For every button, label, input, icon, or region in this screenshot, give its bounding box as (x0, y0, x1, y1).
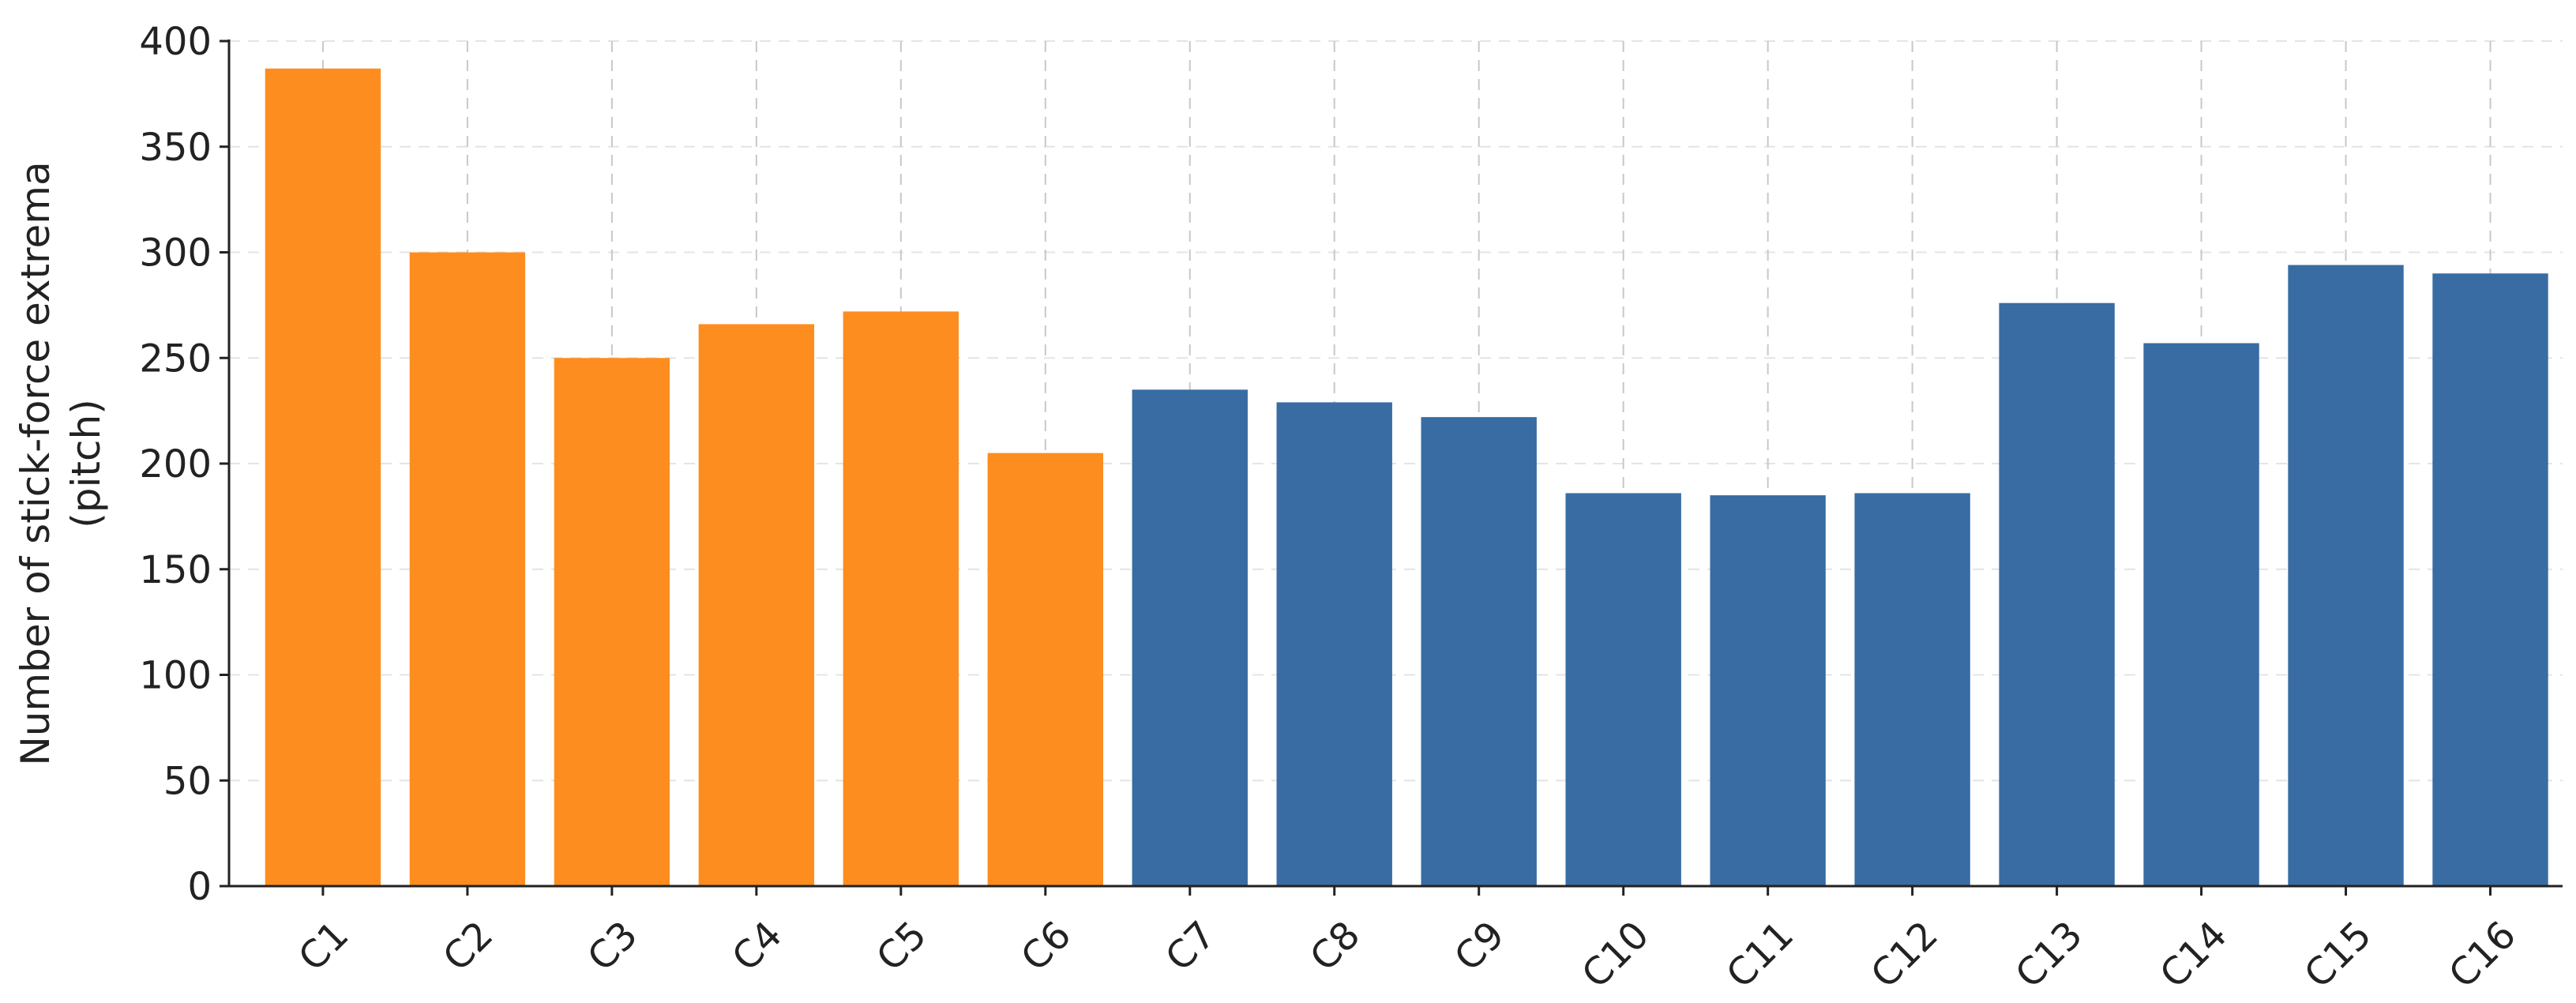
bar-c5 (843, 311, 959, 886)
y-tick-label: 200 (139, 442, 212, 486)
y-tick-label: 250 (139, 336, 212, 381)
y-tick-label: 50 (163, 759, 212, 803)
x-tick-label-c16: C16 (2440, 913, 2524, 997)
bar-c4 (698, 324, 815, 886)
x-tick-label-c15: C15 (2296, 913, 2379, 997)
y-tick-labels: 0 50 100 150 200 250 300 350 400 (139, 20, 212, 909)
y-tick-label: 300 (139, 231, 212, 276)
bar-c3 (554, 358, 670, 886)
y-tick-label: 150 (139, 548, 212, 592)
bar-c14 (2143, 343, 2259, 886)
x-tick-label-c14: C14 (2151, 913, 2235, 997)
bar-c7 (1132, 389, 1248, 886)
y-tick-label: 100 (139, 654, 212, 698)
x-tick-label-c6: C6 (1012, 913, 1080, 980)
bar-c16 (2432, 273, 2548, 886)
axes (220, 39, 2563, 896)
x-tick-labels: C1 C2 C3 C4 C5 C6 C7 C8 C9 C10 C11 C12 C13 C14 C15 C16 (290, 913, 2524, 997)
bar-c9 (1421, 417, 1537, 886)
bar-c6 (987, 453, 1103, 886)
bar-c13 (1999, 302, 2115, 886)
x-tick-label-c4: C4 (723, 913, 790, 980)
x-tick-label-c13: C13 (2007, 913, 2090, 997)
x-tick-label-c12: C12 (1863, 913, 1947, 997)
bar-c10 (1565, 493, 1681, 886)
y-tick-label: 350 (139, 126, 212, 170)
x-tick-label-c5: C5 (868, 913, 935, 980)
bar-c1 (265, 68, 381, 886)
bar-c12 (1854, 493, 1970, 886)
x-tick-label-c3: C3 (579, 913, 646, 980)
x-tick-label-c7: C7 (1157, 913, 1224, 980)
y-tick-label: 0 (187, 865, 212, 909)
x-tick-label-c2: C2 (434, 913, 501, 980)
x-tick-label-c11: C11 (1718, 913, 1802, 997)
y-axis-title-line-2: (pitch) (63, 399, 109, 528)
x-tick-label-c9: C9 (1446, 913, 1513, 980)
x-tick-label-c8: C8 (1301, 913, 1369, 980)
bar-c2 (409, 252, 526, 886)
x-tick-label-c10: C10 (1574, 913, 1658, 997)
x-tick-label-c1: C1 (290, 913, 357, 980)
bar-c11 (1710, 495, 1826, 886)
y-axis-title-line-1: Number of stick-force extrema (13, 161, 58, 765)
bars (265, 68, 2548, 886)
bar-c15 (2288, 265, 2404, 886)
y-tick-label: 400 (139, 20, 212, 64)
bar-c8 (1276, 402, 1392, 886)
